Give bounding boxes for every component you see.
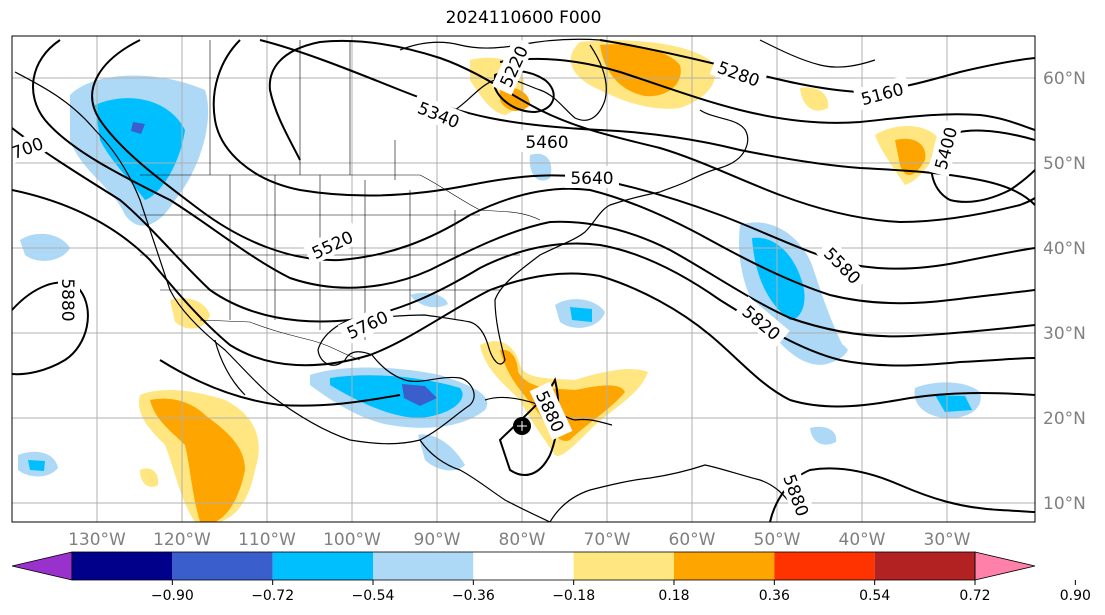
lon-label-70w: 70°W [584, 530, 631, 550]
lon-label-40w: 40°W [839, 530, 886, 550]
colorbar-bin [373, 552, 474, 580]
contour-5760 [12, 189, 601, 367]
anomaly-shading [18, 40, 981, 522]
shade-positive-pacific-mexico-core [150, 398, 245, 522]
map-frame [11, 35, 1036, 523]
coast-central-america [419, 439, 551, 522]
coast-south-america [549, 464, 796, 522]
colorbar-tick-label: 0.36 [759, 588, 790, 604]
colorbar-bin [473, 552, 574, 580]
shade-negative-small-2 [20, 233, 70, 261]
contour-label-5640: 5640 [570, 169, 613, 189]
lat-label-60n: 60°N [1043, 69, 1086, 89]
contour-5340 [259, 39, 1035, 206]
contour-5880-west [12, 281, 89, 376]
colorbar-ticks: −0.90 −0.72 −0.54 −0.36 −0.18 0.18 0.36 0.54 0.7… [151, 580, 1091, 604]
colorbar-outline [71, 551, 976, 581]
colorbar-tick-label: −0.54 [352, 588, 395, 604]
lon-label-100w: 100°W [323, 530, 381, 550]
contour-label-5880-west: 5880 [57, 278, 77, 321]
coast-west-na [14, 71, 421, 445]
shade-negative-small-1-core [570, 307, 592, 322]
lat-label-10n: 10°N [1043, 494, 1086, 514]
map-title: 2024110600 F000 [445, 8, 602, 28]
latitude-labels: 60°N 50°N 40°N 30°N 20°N 10°N [1043, 69, 1086, 514]
colorbar-tick-label: 0.18 [658, 588, 689, 604]
shade-negative-small-3-core [28, 460, 45, 471]
lon-label-50w: 50°W [754, 530, 801, 550]
contour-north-1 [499, 57, 1035, 131]
shade-negative-atlantic-core [752, 237, 805, 320]
contour-5700 [12, 127, 1035, 367]
border-us-mexico [199, 319, 361, 361]
shade-positive-small-3 [140, 468, 159, 487]
lat-label-20n: 20°N [1043, 409, 1086, 429]
contour-5400 [930, 129, 1035, 203]
lon-label-30w: 30°W [924, 530, 971, 550]
colorbar-bin [674, 552, 775, 580]
shade-negative-small-5 [810, 426, 837, 445]
height-contours [12, 39, 1035, 522]
lon-label-120w: 120°W [153, 530, 211, 550]
contour-5820 [599, 275, 1035, 408]
shade-negative-small-6 [418, 434, 465, 471]
colorbar-bin [272, 552, 373, 580]
contour-label-5460: 5460 [525, 133, 568, 153]
coast-hispaniola [574, 418, 613, 426]
lat-label-50n: 50°N [1043, 154, 1086, 174]
colorbar-tick-label: 0.54 [859, 588, 890, 604]
shade-negative-small-7 [529, 153, 552, 181]
colorbar-bin [874, 552, 975, 580]
lon-label-80w: 80°W [499, 530, 546, 550]
colorbar-tick-label: −0.72 [251, 588, 294, 604]
coast-arctic [399, 38, 601, 51]
coast-greenland [759, 39, 876, 68]
shade-positive-canada-ne-core [600, 44, 681, 97]
shade-negative-small-8 [410, 292, 448, 308]
lat-label-40n: 40°N [1043, 239, 1086, 259]
lon-label-130w: 130°W [68, 530, 126, 550]
map-panel: 5280 5160 5220 5340 5460 5400 5640 5520 … [12, 36, 1035, 522]
coast-gulf-east [317, 109, 749, 441]
shade-positive-mid-atl-core [895, 138, 926, 176]
colorbar-segments [11, 551, 1036, 581]
lon-label-110w: 110°W [238, 530, 296, 550]
contour-5160-5280 [599, 39, 1035, 94]
contour-5460 [268, 39, 1035, 224]
lon-label-90w: 90°W [414, 530, 461, 550]
colorbar-tick-label: 0.72 [959, 588, 990, 604]
contour-5580 [32, 39, 1035, 338]
shade-negative-subtrop-ne-core [935, 395, 972, 412]
lon-label-60w: 60°W [669, 530, 716, 550]
shade-negative-gulf-peak [402, 384, 437, 406]
colorbar-tick-label: −0.18 [552, 588, 595, 604]
colorbar-tick-label: −0.90 [151, 588, 194, 604]
colorbar-bin [172, 552, 273, 580]
shade-positive-small-1 [800, 87, 829, 111]
colorbar-extend-low [11, 551, 73, 581]
contour-5880-south [159, 359, 401, 407]
colorbar-tick-label: 0.90 [1060, 588, 1091, 604]
shade-negative-pacific-nw-peak [131, 122, 145, 134]
colorbar-extend-high [974, 551, 1036, 581]
shade-negative-small-4 [800, 338, 848, 364]
shade-negative-pacific-nw-core [95, 98, 185, 200]
colorbar-bin [72, 552, 173, 580]
hurricane-marker-icon [513, 417, 531, 435]
colorbar-bin [573, 552, 674, 580]
contour-5520 [91, 39, 1035, 305]
coast-baja [214, 339, 246, 396]
colorbar-tick-label: −0.36 [452, 588, 495, 604]
lat-label-30n: 30°N [1043, 324, 1086, 344]
colorbar-bin [774, 552, 875, 580]
colorbar: −0.90 −0.72 −0.54 −0.36 −0.18 0.18 0.36 0.54 0.7… [11, 551, 1091, 604]
longitude-labels: 130°W 120°W 110°W 100°W 90°W 80°W 70°W 6… [68, 530, 971, 550]
